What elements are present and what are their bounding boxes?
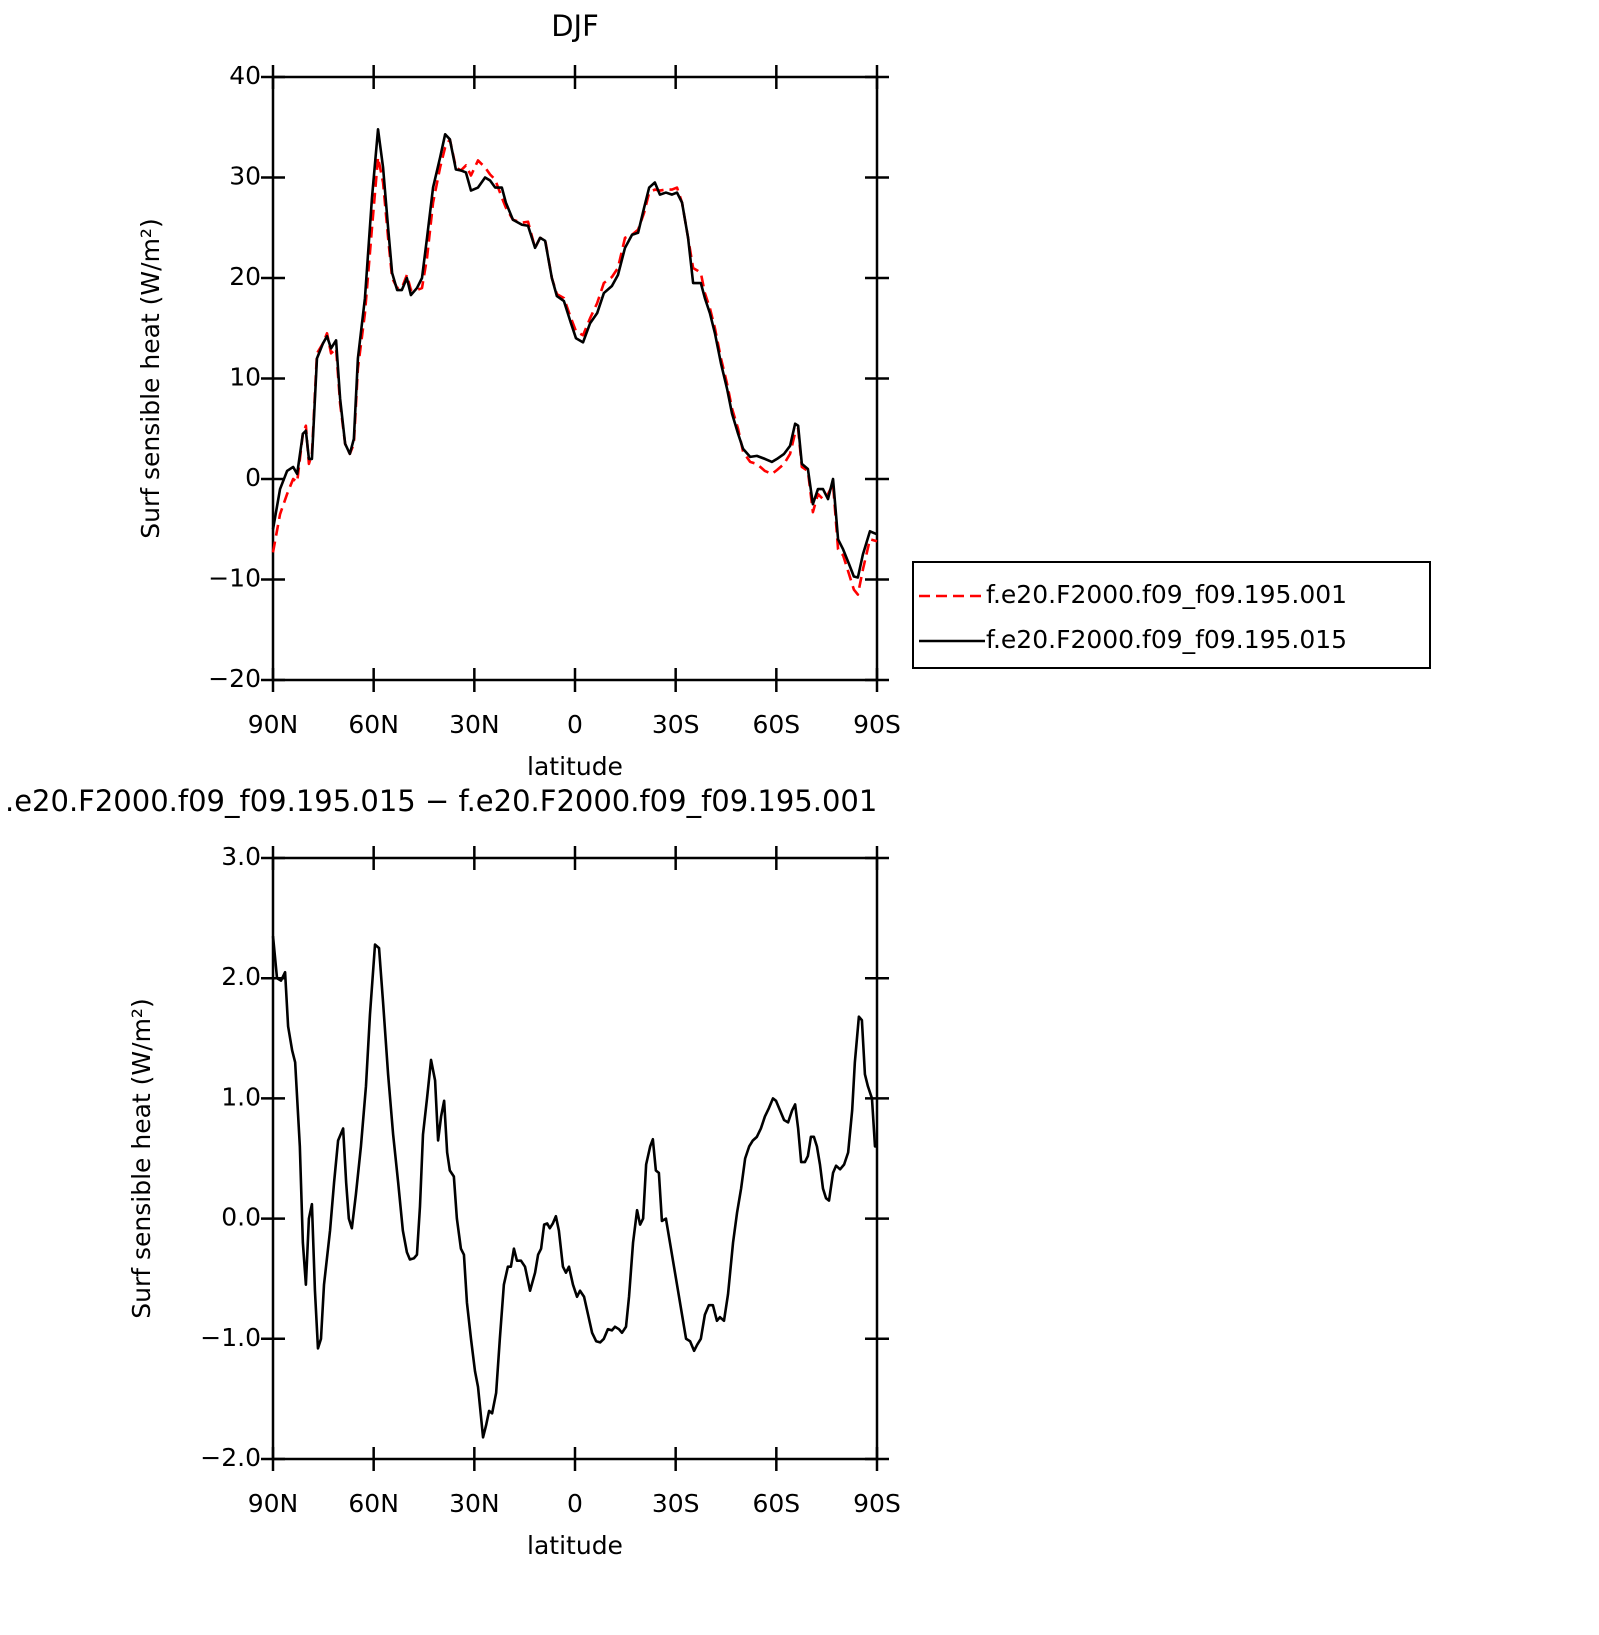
x-tick-label: 90N	[248, 1489, 299, 1518]
y-tick-label: 20	[229, 262, 261, 291]
x-tick-label: 90N	[248, 710, 299, 739]
legend-label: f.e20.F2000.f09_f09.195.015	[986, 625, 1347, 654]
y-tick-label: −2.0	[200, 1443, 261, 1472]
y-tick-label: 1.0	[221, 1082, 261, 1111]
y-tick-label: 0.0	[221, 1203, 261, 1232]
y-tick-label: −10	[208, 564, 261, 593]
y-axis-label: Surf sensible heat (W/m²)	[136, 218, 165, 538]
data-line	[271, 936, 877, 1439]
plot-frame	[271, 75, 879, 682]
legend-label: f.e20.F2000.f09_f09.195.001	[986, 580, 1347, 609]
x-tick-label: 30S	[652, 1489, 700, 1518]
plot-frame	[271, 856, 879, 1461]
y-tick-label: 10	[229, 363, 261, 392]
y-tick-label: 0	[245, 463, 261, 492]
legend-box	[912, 561, 1431, 669]
y-tick-label: −20	[208, 664, 261, 693]
data-line	[271, 138, 878, 596]
y-tick-label: 2.0	[221, 962, 261, 991]
chart-title: DJF	[551, 9, 599, 43]
y-tick-label: 3.0	[221, 842, 261, 871]
x-tick-label: 0	[567, 1489, 583, 1518]
x-tick-label: 30N	[449, 1489, 500, 1518]
y-axis-label: Surf sensible heat (W/m²)	[127, 998, 156, 1318]
x-tick-label: 90S	[853, 1489, 901, 1518]
x-tick-label: 90S	[853, 710, 901, 739]
y-tick-label: −1.0	[200, 1323, 261, 1352]
y-tick-label: 40	[229, 61, 261, 90]
x-tick-label: 60N	[348, 1489, 399, 1518]
x-tick-label: 30N	[449, 710, 500, 739]
x-tick-label: 30S	[652, 710, 700, 739]
x-tick-label: 60S	[752, 710, 800, 739]
y-tick-label: 30	[229, 162, 261, 191]
x-tick-label: 60N	[348, 710, 399, 739]
chart-title: .e20.F2000.f09_f09.195.015 − f.e20.F2000…	[5, 784, 877, 818]
x-axis-label: latitude	[527, 1531, 623, 1560]
x-tick-label: 60S	[752, 1489, 800, 1518]
x-axis-label: latitude	[527, 752, 623, 781]
data-line	[271, 127, 878, 579]
x-tick-label: 0	[567, 710, 583, 739]
